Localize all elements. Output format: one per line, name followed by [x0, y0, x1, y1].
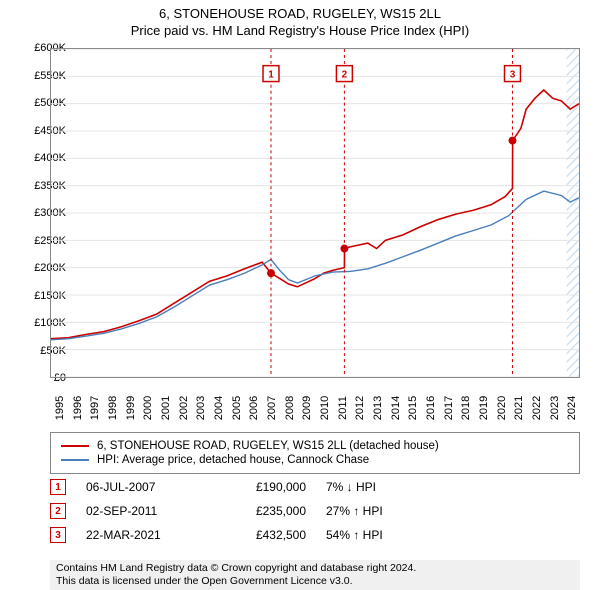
x-tick-label: 2001	[160, 396, 172, 420]
svg-text:1: 1	[268, 70, 274, 81]
x-tick-label: 2018	[460, 396, 472, 420]
x-tick-label: 1999	[125, 396, 137, 420]
x-tick-label: 1997	[89, 396, 101, 420]
x-tick-label: 2007	[266, 396, 278, 420]
x-tick-label: 1998	[107, 396, 119, 420]
legend: 6, STONEHOUSE ROAD, RUGELEY, WS15 2LL (d…	[50, 432, 580, 474]
x-tick-label: 2022	[531, 396, 543, 420]
event-marker: 1	[50, 479, 66, 495]
x-tick-label: 2016	[425, 396, 437, 420]
legend-swatch	[61, 459, 89, 461]
x-tick-label: 2015	[407, 396, 419, 420]
footer: Contains HM Land Registry data © Crown c…	[50, 560, 580, 590]
event-pct: 54% ↑ HPI	[326, 528, 436, 542]
x-tick-label: 2010	[319, 396, 331, 420]
x-tick-label: 2020	[496, 396, 508, 420]
event-date: 06-JUL-2007	[86, 480, 196, 494]
x-tick-label: 2024	[566, 396, 578, 420]
event-pct: 27% ↑ HPI	[326, 504, 436, 518]
x-tick-label: 2014	[390, 396, 402, 420]
event-price: £190,000	[216, 480, 306, 494]
x-tick-label: 2021	[513, 396, 525, 420]
event-price: £235,000	[216, 504, 306, 518]
plot-area: 1 2 3	[50, 48, 580, 378]
x-axis-labels: 1995 1996 1997 1998 1999 2000 2001 2002 2003 2004…	[50, 380, 580, 430]
events-table: 1 06-JUL-2007 £190,000 7% ↓ HPI 2 02-SEP-2011…	[50, 475, 580, 547]
x-tick-label: 2008	[284, 396, 296, 420]
legend-swatch	[61, 445, 89, 447]
x-tick-label: 1996	[72, 396, 84, 420]
footer-line2: This data is licensed under the Open Gov…	[56, 575, 574, 588]
svg-text:2: 2	[342, 70, 348, 81]
x-tick-label: 2006	[248, 396, 260, 420]
x-tick-label: 2023	[549, 396, 561, 420]
x-tick-label: 1995	[54, 396, 66, 420]
x-tick-label: 2011	[337, 396, 349, 420]
x-tick-label: 2012	[354, 396, 366, 420]
event-pct: 7% ↓ HPI	[326, 480, 436, 494]
chart-svg: 1 2 3	[51, 49, 579, 377]
event-marker: 2	[50, 503, 66, 519]
chart-title: 6, STONEHOUSE ROAD, RUGELEY, WS15 2LL	[0, 0, 600, 21]
x-tick-label: 2005	[231, 396, 243, 420]
x-tick-label: 2019	[478, 396, 490, 420]
legend-item: HPI: Average price, detached house, Cann…	[61, 453, 569, 467]
event-row: 2 02-SEP-2011 £235,000 27% ↑ HPI	[50, 499, 580, 523]
event-marker: 3	[50, 527, 66, 543]
x-tick-label: 2002	[178, 396, 190, 420]
footer-line1: Contains HM Land Registry data © Crown c…	[56, 562, 574, 575]
chart-container: 6, STONEHOUSE ROAD, RUGELEY, WS15 2LL Pr…	[0, 0, 600, 590]
event-row: 3 22-MAR-2021 £432,500 54% ↑ HPI	[50, 523, 580, 547]
legend-item: 6, STONEHOUSE ROAD, RUGELEY, WS15 2LL (d…	[61, 439, 569, 453]
legend-label: HPI: Average price, detached house, Cann…	[97, 454, 369, 466]
svg-text:3: 3	[510, 70, 516, 81]
legend-label: 6, STONEHOUSE ROAD, RUGELEY, WS15 2LL (d…	[97, 440, 439, 452]
x-tick-label: 2003	[195, 396, 207, 420]
event-row: 1 06-JUL-2007 £190,000 7% ↓ HPI	[50, 475, 580, 499]
x-tick-label: 2017	[443, 396, 455, 420]
x-tick-label: 2000	[142, 396, 154, 420]
event-price: £432,500	[216, 528, 306, 542]
x-tick-label: 2013	[372, 396, 384, 420]
event-date: 02-SEP-2011	[86, 504, 196, 518]
chart-subtitle: Price paid vs. HM Land Registry's House …	[0, 21, 600, 44]
event-date: 22-MAR-2021	[86, 528, 196, 542]
x-tick-label: 2004	[213, 396, 225, 420]
x-tick-label: 2009	[301, 396, 313, 420]
